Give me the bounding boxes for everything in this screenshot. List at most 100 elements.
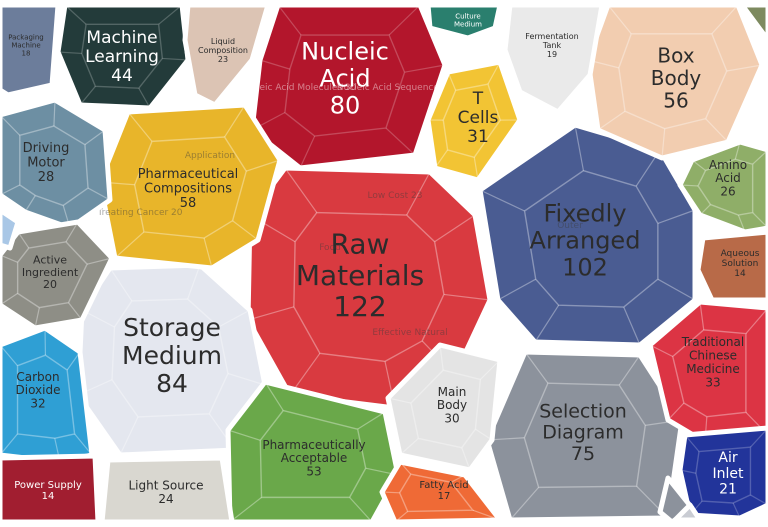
cell-shape — [182, 2, 271, 108]
cell-label: Medium — [454, 20, 482, 28]
sub-cell-edge — [53, 99, 56, 127]
sub-cell-edge — [203, 237, 213, 269]
sub-cell-edge — [357, 411, 386, 430]
sub-cell-edge — [406, 171, 431, 216]
sub-cell-edge — [732, 502, 741, 519]
cell-value: 23 — [218, 55, 228, 64]
cell-shape — [0, 2, 61, 98]
sub-cell-edge — [74, 433, 93, 456]
cell-label: Air — [718, 450, 737, 466]
sub-cell-edge — [752, 212, 768, 229]
sub-cell-edge — [661, 128, 666, 159]
cell-shape — [677, 139, 768, 235]
sub-cell-edge — [404, 64, 446, 73]
cell-value: 19 — [547, 50, 557, 59]
sub-cell-edge — [109, 267, 133, 302]
cell-label: Chinese — [689, 348, 737, 362]
sub-cell-edge — [618, 354, 641, 386]
sub-cell-edge — [657, 209, 696, 224]
cell-label: Body — [437, 398, 467, 412]
cell-label: Machine — [11, 41, 40, 49]
sub-cell-edge — [711, 4, 739, 35]
cell-value: 58 — [180, 196, 197, 211]
sub-cell-edge — [218, 309, 251, 328]
cell-unlabeled[interactable] — [672, 502, 703, 523]
cell-unlabeled[interactable] — [0, 207, 21, 251]
sub-cell-mesh — [697, 158, 754, 216]
sub-cell-edge — [657, 278, 696, 301]
cell-unlabeled[interactable] — [739, 2, 768, 43]
cell-label: T — [472, 89, 484, 109]
cell-shape — [225, 379, 401, 525]
sub-cell-edge — [734, 141, 741, 160]
cell-shape — [0, 207, 21, 251]
sub-cell-edge — [607, 4, 632, 35]
sub-cell-edge — [17, 231, 30, 249]
cell-shape — [0, 97, 113, 231]
sub-cell-edge — [227, 372, 266, 386]
cell-value: 84 — [156, 369, 188, 398]
sub-cell-mesh — [16, 241, 88, 309]
sub-cell-mesh — [695, 446, 752, 504]
sub-cell-edge — [247, 306, 295, 321]
sub-cell-edge — [679, 184, 699, 187]
cell-shape — [379, 459, 503, 525]
cell-label: Fatty Acid — [419, 480, 468, 491]
cell-label: Medicine — [686, 362, 740, 376]
sub-cell-edge — [246, 159, 281, 172]
cell-label: Motor — [27, 156, 65, 171]
cell-label: Pharmaceutical — [138, 167, 239, 182]
sub-cell-edge — [114, 231, 145, 259]
sub-cell-edge — [623, 306, 641, 346]
sub-cell-edge — [0, 433, 19, 456]
sub-cell-edge — [57, 51, 82, 55]
cell-value: 17 — [438, 491, 451, 502]
sub-cell-edge — [79, 85, 96, 106]
cell-label: Arranged — [530, 226, 641, 254]
cell-label: Driving — [23, 141, 70, 156]
sub-cell-edge — [224, 104, 246, 138]
sub-cell-label: Effective Natural — [372, 328, 447, 338]
sub-cell-edge — [752, 149, 768, 165]
cell-label: Nucleic — [301, 38, 389, 66]
sub-cell-mesh — [398, 473, 475, 513]
cell-value: 33 — [705, 375, 720, 389]
cell-label: Traditional — [681, 335, 744, 349]
cell-value: 56 — [663, 88, 688, 112]
sub-cell-edge — [479, 359, 501, 380]
sub-cell-edge — [487, 61, 501, 85]
sub-cell-label: Nucleic Acid Sequence 43 — [337, 83, 453, 93]
cell-shape — [502, 2, 605, 115]
cell-shape — [695, 229, 768, 303]
cell-shape — [672, 502, 703, 523]
sub-cell-edge — [0, 344, 19, 367]
sub-cell-edge — [534, 304, 560, 343]
sub-cell-edge — [394, 510, 409, 523]
cell-label: Box — [657, 44, 694, 68]
sub-cell-edge — [0, 114, 21, 136]
sub-cell-mesh — [523, 382, 646, 489]
sub-cell-edge — [162, 57, 189, 61]
